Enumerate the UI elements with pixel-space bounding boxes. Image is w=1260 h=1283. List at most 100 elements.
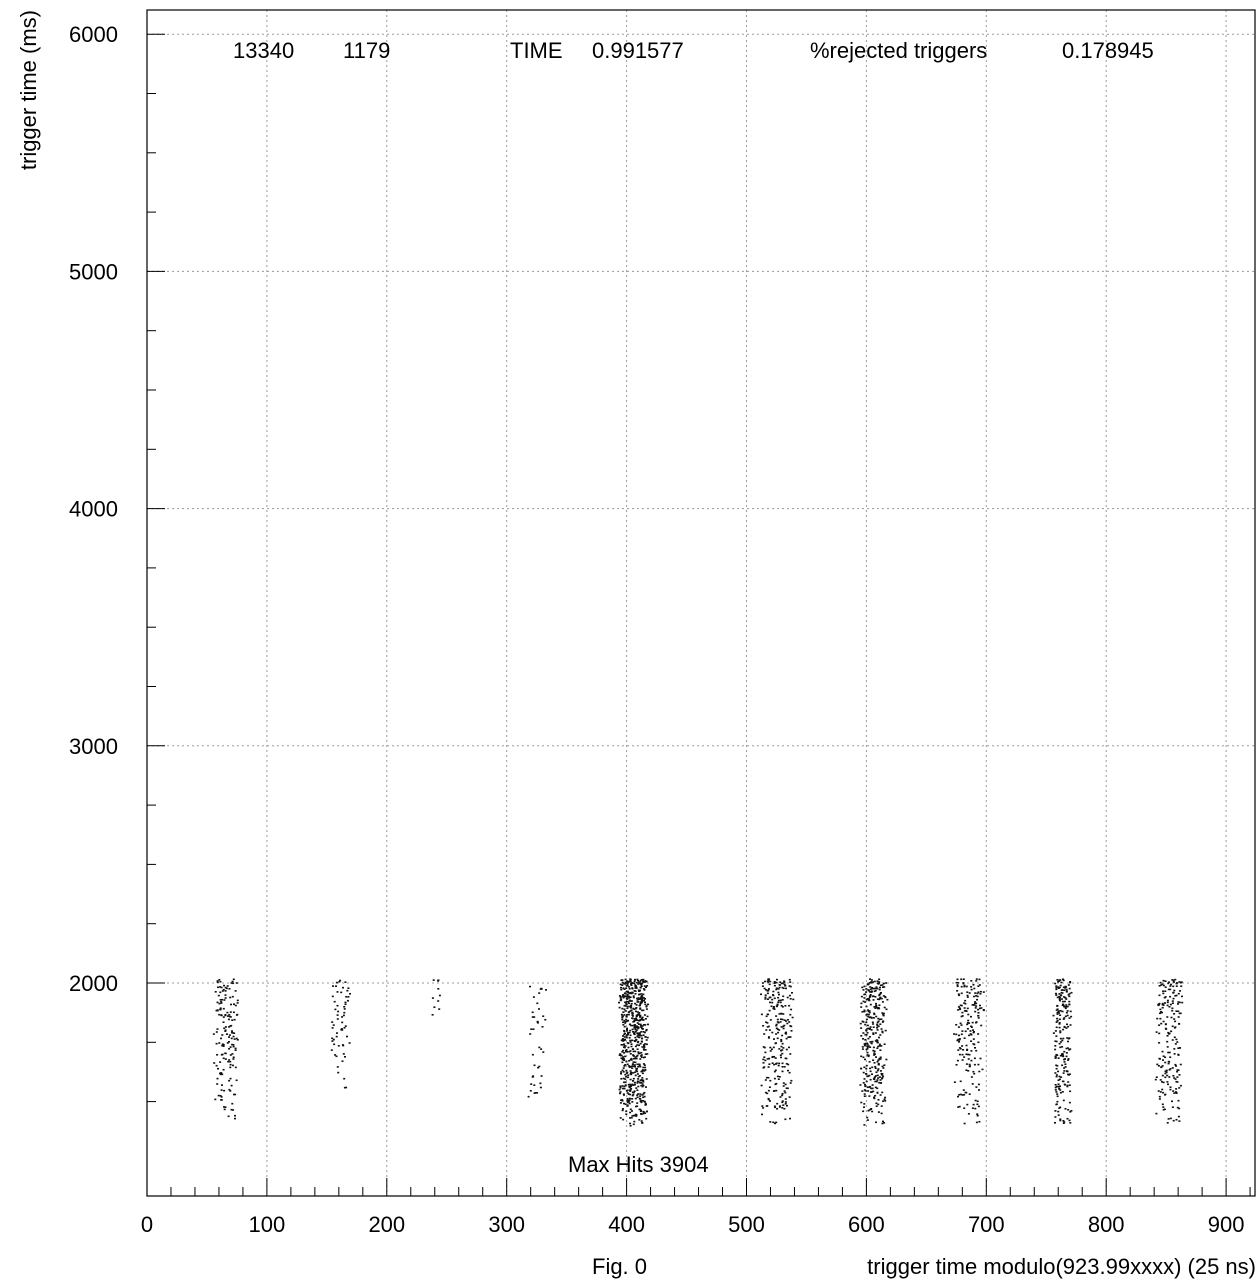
data-point xyxy=(785,1048,788,1051)
data-point xyxy=(768,1036,770,1038)
data-point xyxy=(629,980,632,982)
data-point xyxy=(1068,1049,1071,1051)
data-point xyxy=(763,1046,766,1049)
data-point xyxy=(961,1011,964,1014)
data-point xyxy=(625,1060,628,1063)
data-point xyxy=(1069,1090,1072,1093)
data-point xyxy=(216,981,219,983)
data-point xyxy=(1172,985,1175,988)
data-point xyxy=(232,1064,234,1067)
data-point xyxy=(228,1026,231,1028)
data-point xyxy=(333,1000,336,1003)
x-tick-label: 0 xyxy=(141,1212,153,1237)
data-point xyxy=(764,1059,767,1062)
data-point xyxy=(530,1028,533,1030)
data-point xyxy=(775,987,778,989)
max-hits-annotation: Max Hits 3904 xyxy=(568,1152,709,1177)
data-point xyxy=(1065,1047,1068,1050)
data-point xyxy=(767,978,770,981)
data-point xyxy=(775,1121,778,1124)
data-point xyxy=(966,1021,969,1024)
data-point xyxy=(1055,1021,1058,1023)
data-point xyxy=(545,989,547,991)
data-point xyxy=(880,1074,883,1076)
data-point xyxy=(768,988,770,990)
data-point xyxy=(960,1024,963,1026)
data-point xyxy=(233,1003,235,1005)
data-point xyxy=(644,1069,647,1071)
data-point xyxy=(866,1051,869,1054)
data-point xyxy=(772,994,775,997)
data-point xyxy=(532,996,535,998)
data-point xyxy=(235,982,238,984)
data-point xyxy=(1060,1076,1063,1078)
data-point xyxy=(1175,1092,1178,1094)
data-point xyxy=(1171,1007,1174,1010)
data-point xyxy=(871,1073,873,1075)
data-point xyxy=(1067,1040,1069,1043)
data-point xyxy=(973,987,976,990)
data-point xyxy=(775,1023,778,1026)
data-point xyxy=(628,1099,631,1101)
data-point xyxy=(970,1026,973,1028)
data-point xyxy=(870,1091,873,1093)
data-point xyxy=(976,992,979,995)
data-point xyxy=(956,1039,959,1042)
data-point xyxy=(880,997,883,1000)
data-point xyxy=(768,1057,771,1060)
data-point xyxy=(228,1079,231,1082)
data-point xyxy=(336,1014,339,1016)
data-point xyxy=(622,987,625,989)
data-point xyxy=(634,1083,636,1086)
data-point xyxy=(628,1086,631,1088)
data-point xyxy=(224,1058,227,1060)
data-point xyxy=(632,1084,635,1086)
data-point xyxy=(1177,992,1180,995)
data-point xyxy=(978,1070,981,1073)
data-point xyxy=(873,1053,876,1056)
data-point xyxy=(623,988,626,990)
data-point xyxy=(344,1001,347,1004)
data-point xyxy=(642,1009,645,1012)
data-point xyxy=(228,1036,230,1038)
data-point xyxy=(233,1032,236,1034)
data-point xyxy=(623,1008,626,1011)
data-point xyxy=(866,1046,869,1048)
data-point xyxy=(1170,983,1172,986)
data-point xyxy=(878,1043,881,1046)
data-point xyxy=(1173,1013,1176,1015)
data-point xyxy=(621,1051,624,1053)
data-point xyxy=(624,993,627,995)
data-point xyxy=(880,1112,883,1115)
data-point xyxy=(1063,1026,1066,1028)
data-point xyxy=(633,1031,636,1034)
data-point xyxy=(778,984,781,986)
data-point xyxy=(775,1027,778,1030)
data-point xyxy=(975,1049,978,1052)
data-point xyxy=(341,1060,344,1062)
data-point xyxy=(1166,1046,1169,1048)
data-point xyxy=(982,1009,985,1012)
data-point xyxy=(641,982,643,985)
data-point xyxy=(782,1104,785,1106)
data-point xyxy=(639,1065,642,1068)
data-point xyxy=(868,1074,871,1077)
data-point xyxy=(774,1057,777,1059)
data-point xyxy=(437,988,440,990)
data-point xyxy=(634,1040,637,1043)
data-point xyxy=(628,1002,630,1005)
data-point xyxy=(879,1023,882,1025)
data-point xyxy=(1172,997,1175,1000)
data-point xyxy=(789,985,792,988)
data-point xyxy=(638,1023,640,1025)
data-point xyxy=(877,1025,880,1028)
data-point xyxy=(637,989,640,991)
data-point xyxy=(771,1062,774,1064)
data-point xyxy=(869,1085,872,1088)
data-point xyxy=(1175,1010,1178,1012)
data-point xyxy=(765,989,767,991)
data-point xyxy=(636,1048,639,1050)
data-point xyxy=(631,1014,634,1016)
data-point xyxy=(968,1022,971,1024)
data-point xyxy=(777,1021,780,1024)
